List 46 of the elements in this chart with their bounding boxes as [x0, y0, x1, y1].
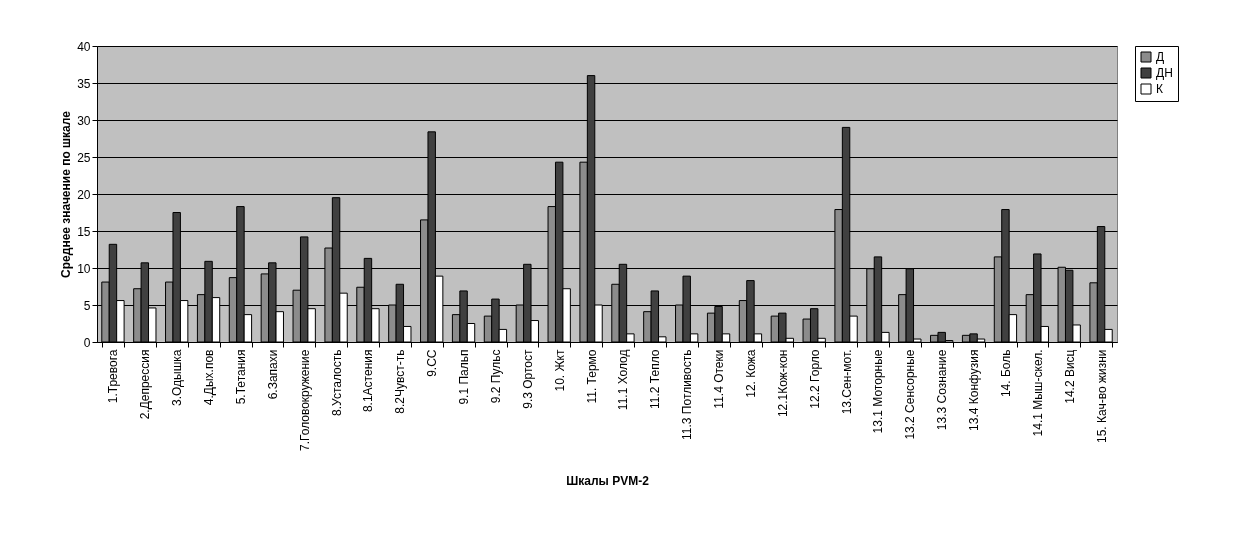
x-tick-label: 7.Головокружение [297, 349, 312, 451]
x-tick-label: 11.1 Холод [616, 349, 631, 411]
y-tick-label: 35 [77, 76, 91, 91]
x-tick-label: 15. Кач-во жизни [1094, 349, 1109, 443]
y-tick-label: 15 [77, 224, 91, 239]
x-tick-label: 11.4 Отеки [712, 349, 727, 409]
x-tick-label: 9.3 Ортост [520, 349, 535, 409]
y-tick-label: 0 [83, 335, 91, 350]
x-tick-label: 13.1 Моторные [871, 349, 886, 434]
x-tick-label: 8.2Чувст-ть [393, 349, 408, 414]
x-tick-label: 2.Депрессия [138, 349, 153, 420]
y-tick-label: 25 [77, 150, 91, 165]
x-tick-label: 6.Запахи [265, 349, 280, 400]
legend-label: Д [1156, 50, 1165, 64]
y-tick-label: 10 [77, 261, 91, 276]
x-tick-label: 13.Сен-мот. [839, 349, 854, 415]
x-tick-label: 3.Одышка [170, 349, 185, 407]
legend-label: ДН [1156, 66, 1173, 80]
x-tick-label: 12. Кожа [743, 349, 758, 398]
x-axis-title: Шкалы PVM-2 [566, 473, 650, 488]
y-tick-label: 5 [83, 298, 91, 313]
x-tick-label: 8.Усталость [329, 349, 344, 416]
x-tick-label: 8.1Астения [361, 349, 376, 413]
x-tick-label: 9.1 Пальп [457, 349, 472, 405]
y-axis-title: Среднее значение по шкале [59, 110, 74, 278]
x-tick-label: 14. Боль [998, 349, 1013, 398]
x-tick-label: 5.Тетания [233, 349, 248, 405]
x-tick-label: 1.Тревога [106, 349, 121, 404]
x-tick-label: 13.3 Сознание [935, 349, 950, 431]
y-tick-label: 30 [77, 113, 91, 128]
x-tick-label: 12.1Кож-кон [775, 349, 790, 418]
x-tick-label: 11.3 Потливость [680, 349, 695, 440]
x-tick-label: 14.1 Мыш-скел. [1030, 349, 1045, 437]
y-tick-label: 40 [77, 39, 91, 54]
x-tick-label: 13.2 Сенсорные [903, 349, 918, 440]
x-tick-label: 13.4 Конфузия [967, 349, 982, 431]
y-tick-label: 20 [77, 187, 91, 202]
x-tick-label: 4.Дых.пов [202, 349, 217, 406]
x-tick-label: 10. Жкт [552, 349, 567, 392]
x-tick-label: 11.2 Тепло [648, 349, 663, 409]
x-tick-label: 12.2 Горло [807, 349, 822, 409]
x-tick-label: 14.2 Висц [1062, 349, 1077, 404]
x-tick-label: 11. Термо [584, 349, 599, 404]
x-tick-label: 9.2 Пульс [488, 349, 503, 404]
legend-label: К [1156, 82, 1163, 96]
x-tick-label: 9.СС [425, 349, 440, 377]
